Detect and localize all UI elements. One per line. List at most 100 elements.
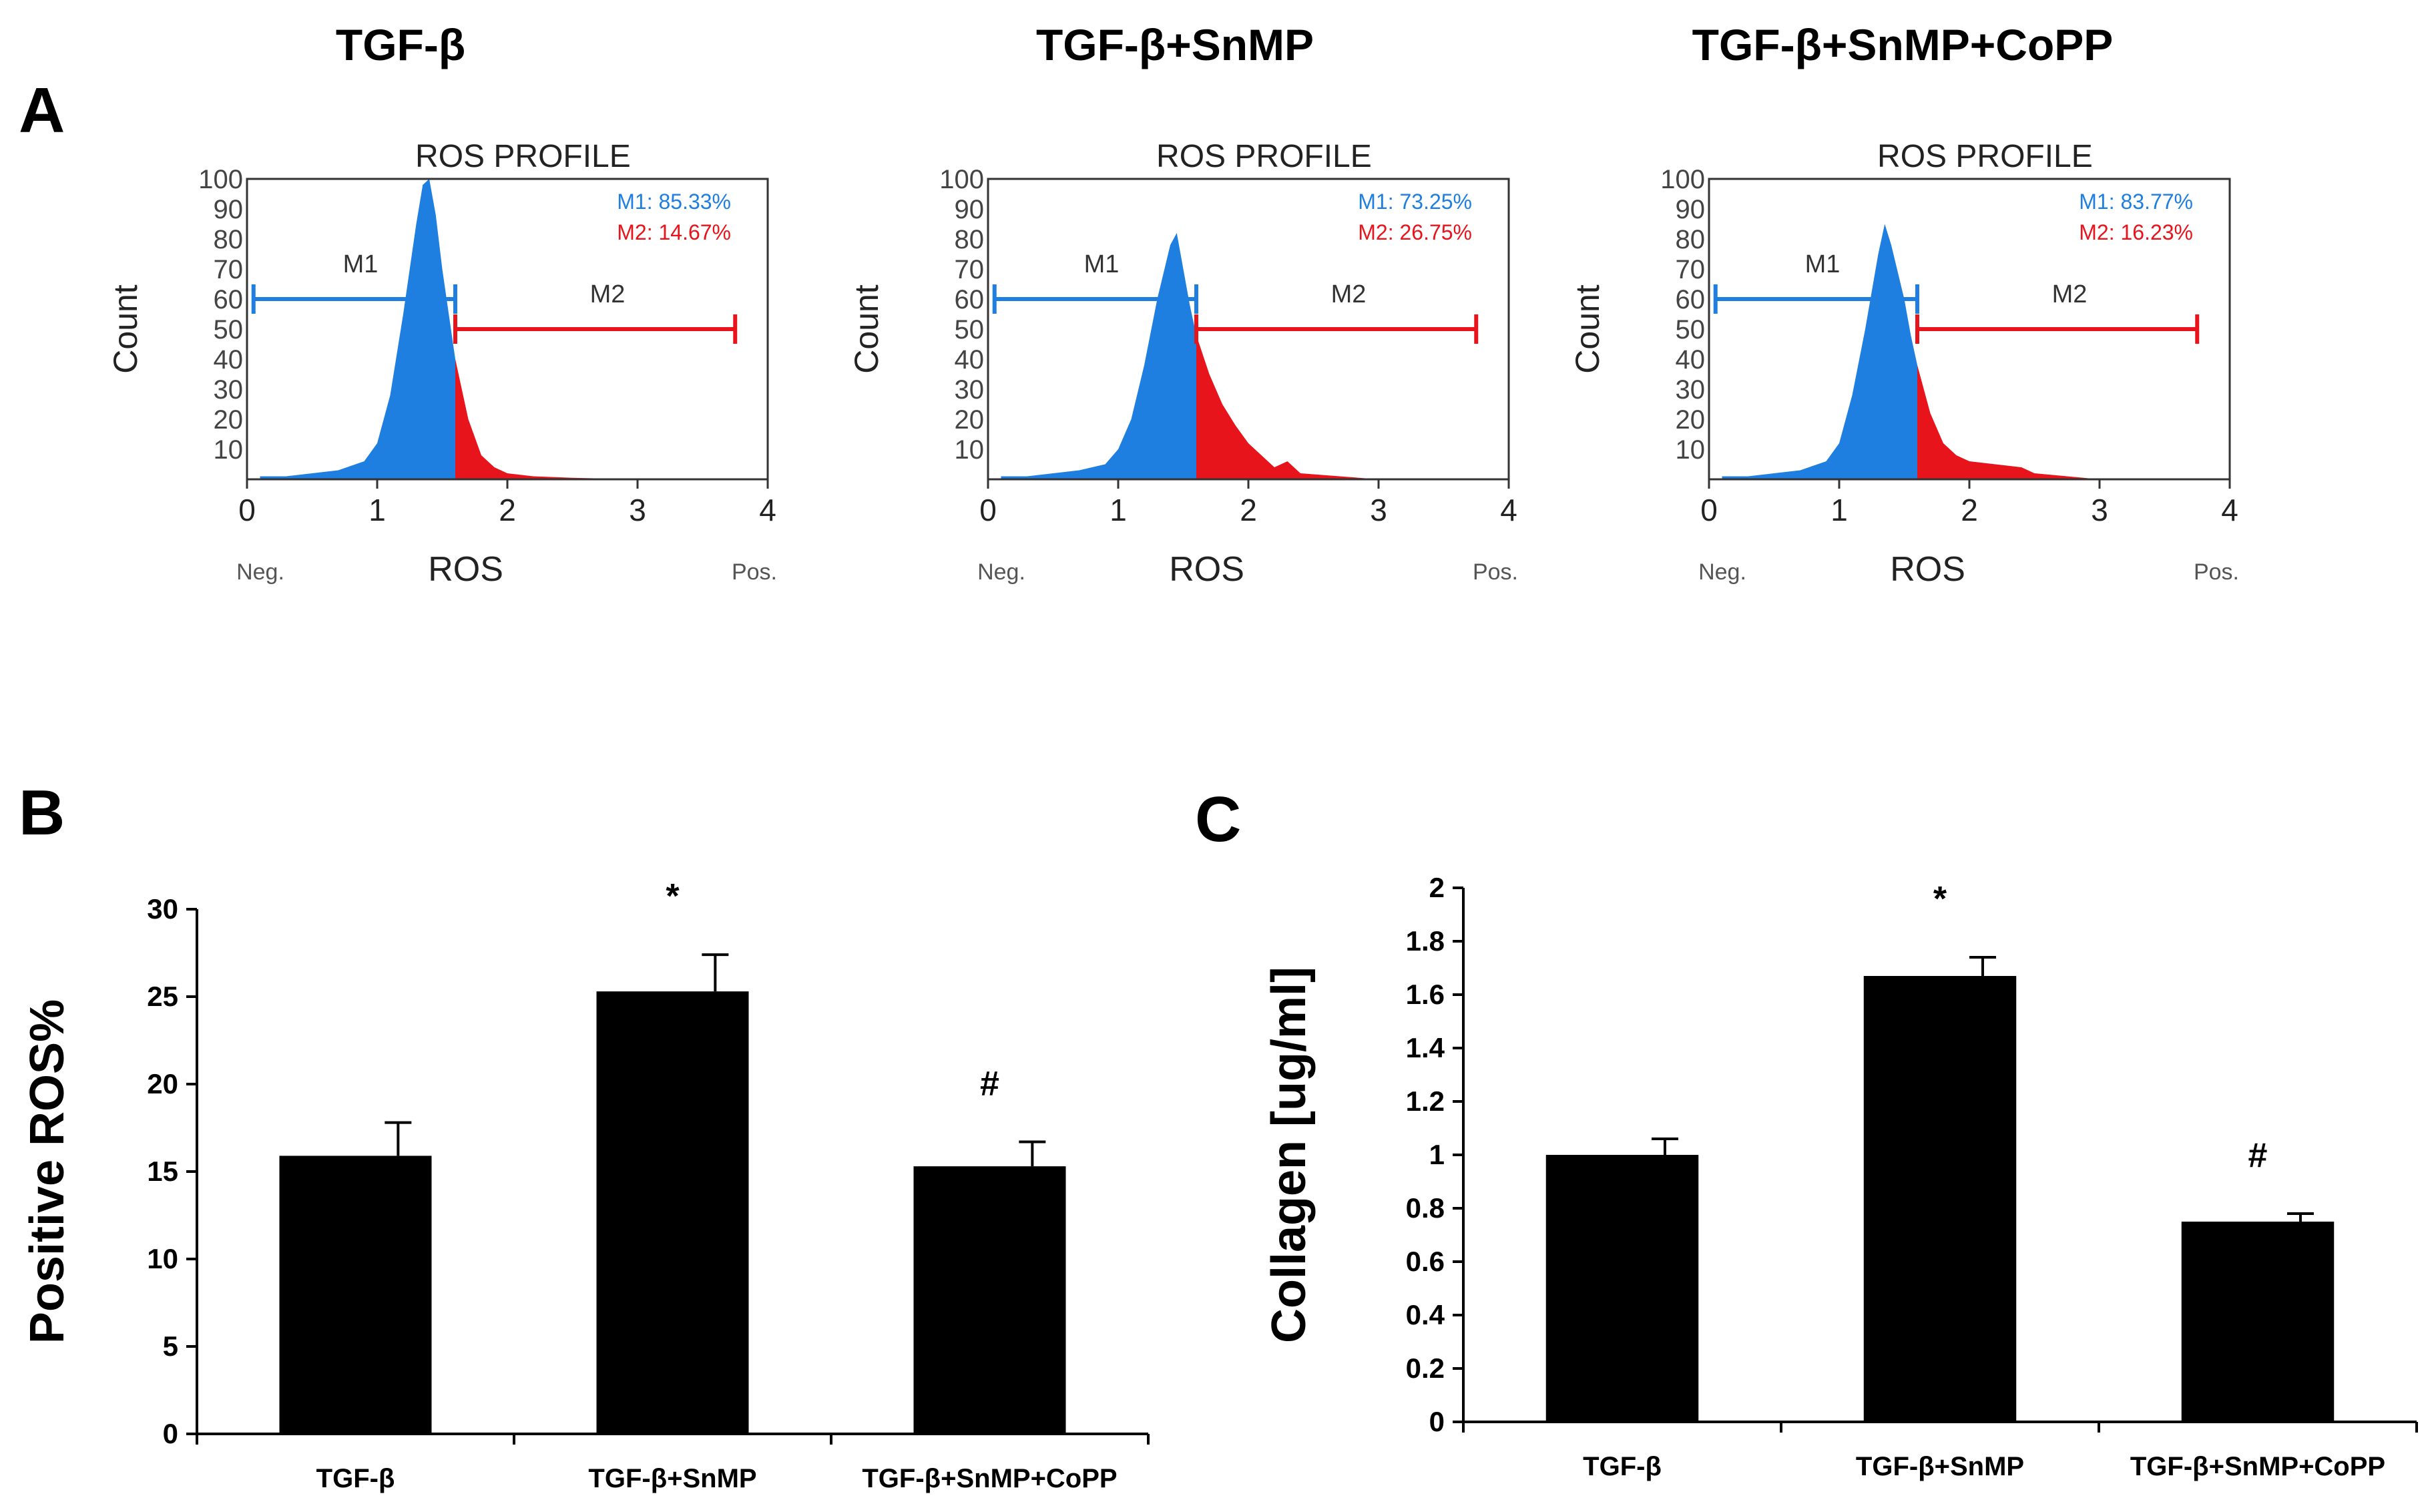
x-max-label: Pos. [2194, 559, 2239, 585]
panel-label-a: A [19, 75, 65, 146]
y-tick-label: 20 [147, 1068, 178, 1099]
x-tick-label: 2 [1961, 493, 1978, 527]
y-tick-label: 90 [1676, 195, 1706, 224]
x-min-label: Neg. [1698, 559, 1746, 585]
y-tick-label: 1.2 [1406, 1085, 1445, 1117]
bar [1545, 1155, 1699, 1422]
gate-m2-label: M2 [1331, 280, 1367, 308]
x-tick-label: TGF-β+SnMP+CoPP [862, 1464, 1117, 1493]
y-tick-label: 30 [955, 375, 985, 405]
gate-m1-label: M1 [1805, 250, 1841, 278]
y-tick-label: 5 [163, 1330, 178, 1362]
x-tick-label: TGF-β+SnMP [1856, 1452, 2024, 1481]
y-tick-label: 15 [147, 1156, 178, 1187]
gate-m1-label: M1 [1084, 250, 1120, 278]
x-tick-label: 2 [1240, 493, 1257, 527]
x-tick-label: 0 [238, 493, 256, 527]
group-title: TGF-β+SnMP [1036, 20, 1314, 69]
y-tick-label: 20 [955, 405, 985, 435]
y-tick-label: 90 [955, 195, 985, 224]
y-tick-label: 30 [214, 375, 244, 405]
x-tick-label: 1 [369, 493, 386, 527]
bar [913, 1166, 1066, 1434]
x-tick-label: 4 [759, 493, 776, 527]
gate-m1-percent: M1: 73.25% [1358, 190, 1472, 214]
x-min-label: Neg. [236, 559, 284, 585]
y-tick-label: 90 [214, 195, 244, 224]
y-tick-label: 70 [1676, 255, 1706, 284]
significance-marker: # [2248, 1136, 2268, 1175]
histogram-area-m2 [1196, 335, 1379, 479]
gate-m2-label: M2 [2052, 280, 2088, 308]
significance-marker: * [666, 877, 680, 916]
x-tick-label: 2 [499, 493, 516, 527]
collagen-bar-chart: 0 0.2 0.4 0.6 0.8 1 1.2 1.4 1.6 1.8 2 TGF-β * TGF-β+S… [1262, 872, 2418, 1481]
panel-label-c: C [1195, 784, 1241, 855]
y-tick-label: 0.2 [1406, 1352, 1445, 1384]
histogram-title: ROS PROFILE [415, 139, 631, 174]
histogram-area-m2 [455, 359, 638, 479]
y-tick-label: 20 [214, 405, 244, 435]
histogram-area-m1 [1722, 224, 1917, 479]
y-tick-label: 25 [147, 981, 178, 1012]
bar [596, 991, 749, 1434]
gate-m2-percent: M2: 26.75% [1358, 220, 1472, 244]
y-tick-label: 60 [1676, 285, 1706, 314]
x-axis-label: ROS [428, 550, 503, 589]
x-tick-label: 0 [1700, 493, 1718, 527]
y-tick-label: 1.6 [1406, 979, 1445, 1010]
y-tick-label: 100 [198, 165, 243, 194]
y-tick-label: 70 [955, 255, 985, 284]
y-tick-label: 40 [1676, 345, 1706, 374]
histogram-area-m1 [260, 179, 455, 479]
group-title: TGF-β [336, 20, 465, 69]
y-tick-label: 1.8 [1406, 925, 1445, 957]
histogram-title: ROS PROFILE [1156, 139, 1372, 174]
significance-marker: # [980, 1064, 999, 1103]
y-tick-label: 40 [214, 345, 244, 374]
bar [279, 1156, 432, 1434]
x-axis-label: ROS [1890, 550, 1965, 589]
x-tick-label: 3 [1370, 493, 1387, 527]
panel-label-b: B [19, 777, 65, 848]
x-tick-label: 1 [1831, 493, 1848, 527]
histogram-area-m2 [1917, 365, 2100, 479]
y-tick-label: 80 [955, 225, 985, 254]
y-tick-label: 0 [163, 1418, 178, 1449]
gate-m1-percent: M1: 85.33% [617, 190, 731, 214]
y-axis-label: Collagen [ug/ml] [1262, 967, 1316, 1343]
y-tick-label: 0.4 [1406, 1299, 1445, 1330]
x-tick-label: 4 [1500, 493, 1517, 527]
x-min-label: Neg. [977, 559, 1025, 585]
y-tick-label: 60 [955, 285, 985, 314]
y-tick-label: 0.6 [1406, 1246, 1445, 1277]
y-tick-label: 100 [939, 165, 984, 194]
significance-marker: * [1933, 880, 1947, 919]
y-tick-label: 10 [955, 435, 985, 465]
y-tick-label: 0.8 [1406, 1192, 1445, 1224]
y-tick-label: 50 [1676, 315, 1706, 344]
y-tick-label: 80 [1676, 225, 1706, 254]
y-axis-label: Count [107, 284, 144, 374]
y-tick-label: 100 [1660, 165, 1705, 194]
x-tick-label: 1 [1110, 493, 1127, 527]
x-tick-label: TGF-β+SnMP [588, 1464, 756, 1493]
x-tick-label: 4 [2221, 493, 2238, 527]
x-tick-label: TGF-β+SnMP+CoPP [2130, 1452, 2385, 1481]
y-axis-label: Count [1569, 284, 1606, 374]
y-tick-label: 10 [1676, 435, 1706, 465]
histogram-area-m1 [1001, 233, 1196, 479]
histogram-title: ROS PROFILE [1877, 139, 2093, 174]
y-tick-label: 1 [1429, 1139, 1445, 1170]
positive-ros-bar-chart: 0 5 10 15 20 25 30 TGF-β * TGF-β+SnMP # TGF-β+SnMP+… [21, 877, 1150, 1493]
y-tick-label: 10 [214, 435, 244, 465]
y-tick-label: 30 [1676, 375, 1706, 405]
y-tick-label: 2 [1429, 872, 1445, 903]
x-max-label: Pos. [1473, 559, 1518, 585]
group-title: TGF-β+SnMP+CoPP [1692, 20, 2114, 69]
y-axis-label: Positive ROS% [21, 999, 74, 1344]
